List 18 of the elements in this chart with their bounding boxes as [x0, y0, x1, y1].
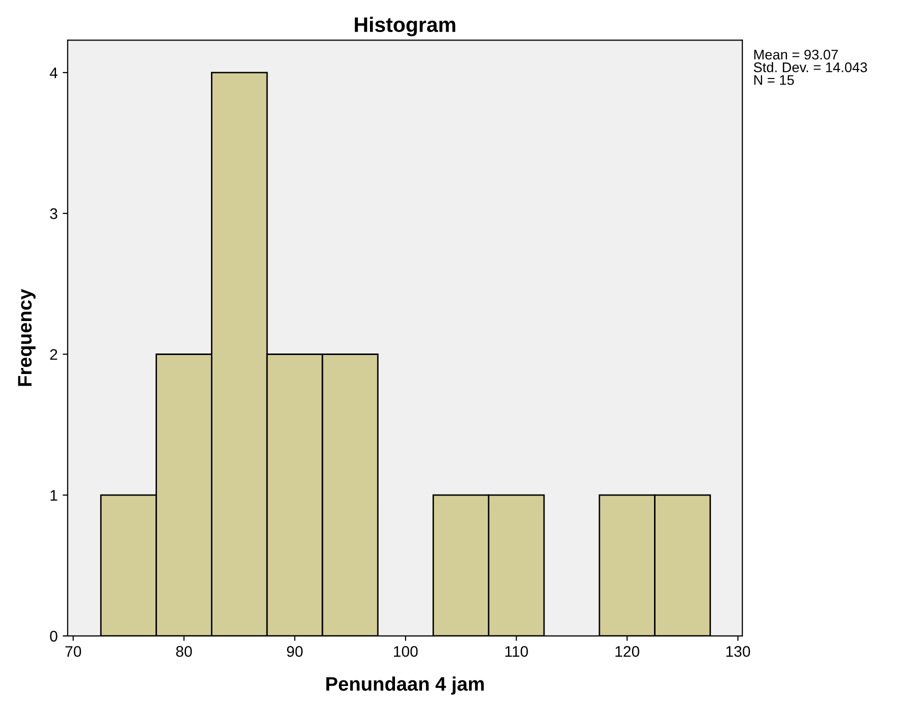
y-tick-label: 0 — [50, 630, 58, 642]
text: N = 15 — [754, 75, 794, 85]
text: Std. Dev. = 14.043 — [754, 62, 867, 72]
x-tick-label: 100 — [394, 646, 418, 657]
y-tick-label: 4 — [50, 68, 58, 78]
x-tick-label: 130 — [726, 646, 750, 657]
y-tick-label: 2 — [50, 349, 58, 360]
x-tick-label: 90 — [286, 646, 303, 657]
x-tick-label: 80 — [176, 646, 192, 657]
chart-title: Histogram — [354, 16, 456, 36]
y-tick-label: 3 — [50, 208, 58, 220]
y-axis-title: Frequency — [18, 288, 36, 386]
y-tick-label: 1 — [50, 490, 58, 501]
x-tick-label: 110 — [505, 646, 528, 657]
x-tick-label: 120 — [616, 646, 640, 657]
x-axis-title: Penundaan 4 jam — [326, 676, 484, 695]
text: Mean = 93.07 — [754, 50, 838, 60]
x-tick-label: 70 — [65, 646, 82, 657]
